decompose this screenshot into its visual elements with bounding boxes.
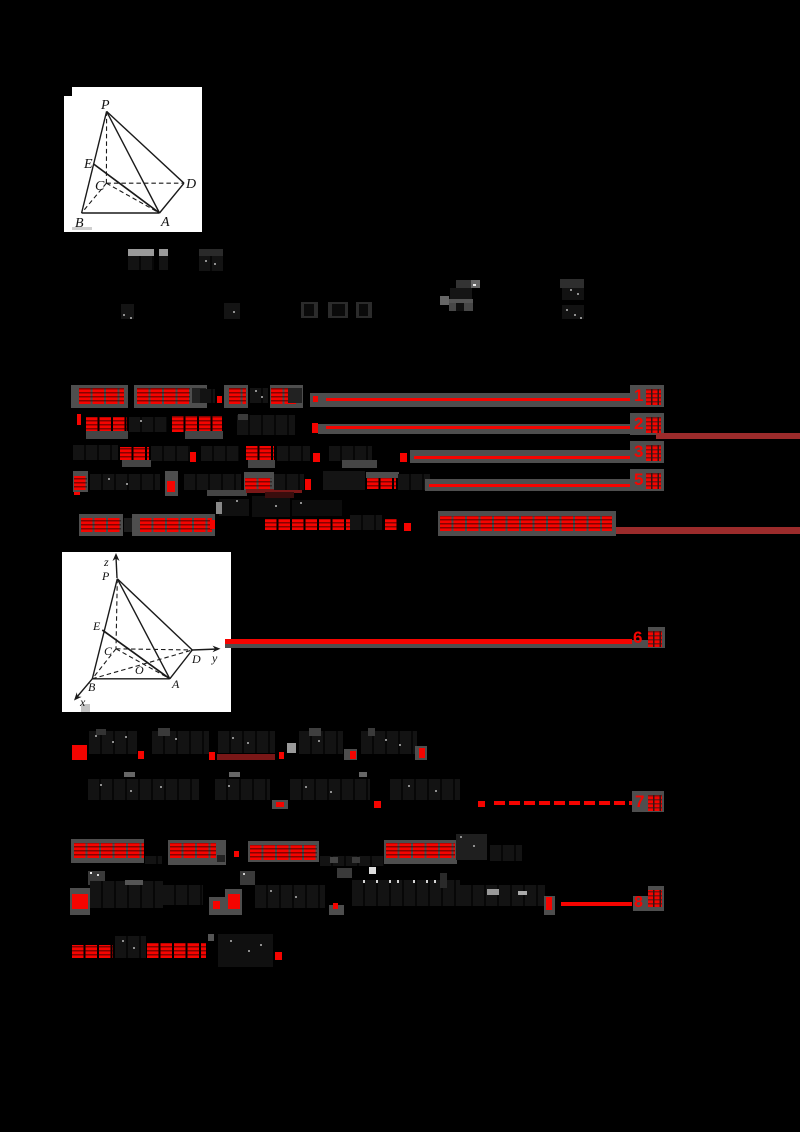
svg-text:A: A bbox=[171, 677, 180, 691]
svg-text:C: C bbox=[95, 179, 105, 194]
svg-text:C: C bbox=[104, 644, 113, 658]
svg-text:E: E bbox=[92, 619, 101, 633]
svg-text:z: z bbox=[103, 555, 109, 569]
svg-text:y: y bbox=[211, 651, 218, 665]
svg-text:P: P bbox=[100, 98, 110, 113]
svg-text:O: O bbox=[135, 663, 144, 677]
svg-text:D: D bbox=[191, 652, 201, 666]
svg-text:B: B bbox=[75, 216, 84, 231]
svg-text:P: P bbox=[101, 569, 110, 583]
svg-text:B: B bbox=[88, 680, 96, 694]
svg-text:E: E bbox=[83, 157, 93, 172]
svg-text:A: A bbox=[160, 215, 170, 230]
svg-text:x: x bbox=[79, 695, 86, 709]
svg-text:D: D bbox=[185, 177, 196, 192]
